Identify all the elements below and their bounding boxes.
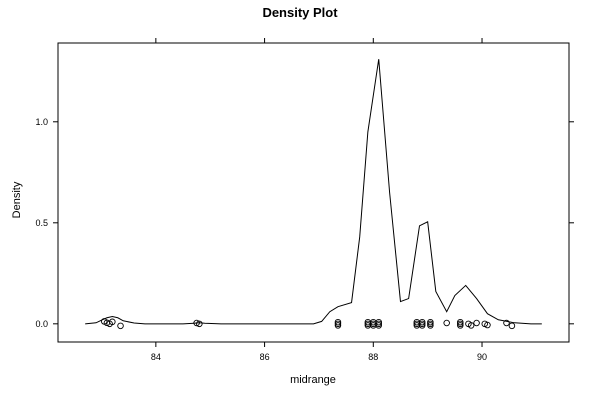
rug-point bbox=[100, 318, 108, 325]
rug-point bbox=[457, 318, 464, 326]
chart-title: Density Plot bbox=[262, 5, 338, 20]
x-tick-label: 86 bbox=[260, 352, 270, 362]
rug-point bbox=[375, 318, 382, 326]
rug-point bbox=[473, 319, 480, 327]
x-axis-label: midrange bbox=[290, 374, 336, 386]
rug-point bbox=[334, 322, 342, 329]
y-tick-label: 0.0 bbox=[35, 319, 48, 329]
rug-point bbox=[193, 319, 200, 327]
rug-point bbox=[457, 322, 464, 329]
density-curve bbox=[85, 59, 542, 325]
y-axis-label: Density bbox=[11, 181, 23, 218]
rug-point bbox=[196, 320, 203, 328]
plot-series bbox=[85, 59, 542, 330]
rug-point bbox=[375, 322, 382, 329]
y-axis: 0.0 0.5 1.0 bbox=[35, 117, 574, 329]
rug-point bbox=[334, 318, 342, 326]
y-tick-label: 0.5 bbox=[35, 218, 48, 228]
rug-point bbox=[109, 318, 116, 326]
x-axis: 84 86 88 90 bbox=[151, 38, 487, 362]
plot-frame bbox=[57, 42, 570, 343]
rug-point bbox=[418, 322, 426, 329]
rug-point bbox=[503, 319, 510, 327]
x-tick-label: 88 bbox=[368, 352, 378, 362]
rug-point bbox=[508, 322, 516, 330]
x-tick-label: 90 bbox=[477, 352, 487, 362]
rug-point bbox=[427, 318, 434, 326]
rug-point bbox=[443, 319, 450, 327]
rug-point bbox=[117, 322, 124, 330]
x-tick-label: 84 bbox=[151, 352, 161, 362]
rug-point bbox=[427, 322, 434, 329]
rug-point bbox=[418, 318, 426, 326]
rug-point bbox=[484, 321, 491, 329]
y-tick-label: 1.0 bbox=[35, 117, 48, 127]
rug-point bbox=[467, 322, 475, 329]
